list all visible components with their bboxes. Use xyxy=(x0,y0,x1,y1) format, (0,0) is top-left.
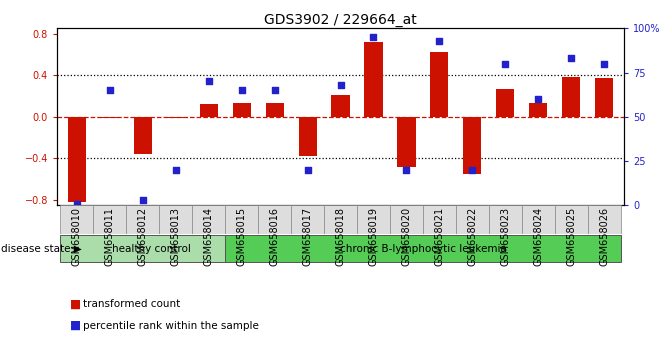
Bar xyxy=(126,205,159,234)
Bar xyxy=(166,117,185,118)
Bar xyxy=(60,205,93,234)
Bar xyxy=(522,205,555,234)
Text: GSM658019: GSM658019 xyxy=(368,207,378,266)
Bar xyxy=(464,117,482,174)
Point xyxy=(236,87,247,93)
Bar xyxy=(291,205,324,234)
Bar xyxy=(258,205,291,234)
Text: GSM658010: GSM658010 xyxy=(72,207,82,266)
Text: GSM658011: GSM658011 xyxy=(105,207,115,266)
Point xyxy=(170,167,181,173)
Text: percentile rank within the sample: percentile rank within the sample xyxy=(83,321,258,331)
Point xyxy=(203,79,214,84)
Text: transformed count: transformed count xyxy=(83,299,180,309)
Bar xyxy=(324,205,357,234)
Text: GSM658024: GSM658024 xyxy=(533,207,544,266)
Bar xyxy=(266,103,284,117)
Text: disease state ▶: disease state ▶ xyxy=(1,244,82,254)
Text: GSM658020: GSM658020 xyxy=(401,207,411,266)
Bar xyxy=(595,78,613,117)
Bar xyxy=(101,117,119,118)
Bar xyxy=(93,205,126,234)
Text: healthy control: healthy control xyxy=(111,244,191,254)
Bar xyxy=(497,89,515,117)
Point xyxy=(71,201,82,206)
Point xyxy=(599,61,610,67)
Bar xyxy=(331,95,350,117)
Bar xyxy=(456,205,489,234)
Bar xyxy=(60,235,225,262)
Bar xyxy=(68,117,86,202)
Point xyxy=(500,61,511,67)
Point xyxy=(269,87,280,93)
Bar xyxy=(192,205,225,234)
Bar xyxy=(299,117,317,156)
Point xyxy=(566,56,576,61)
Bar xyxy=(364,42,382,117)
Bar xyxy=(430,52,448,117)
Text: GSM658018: GSM658018 xyxy=(336,207,346,266)
Text: GSM658022: GSM658022 xyxy=(468,207,477,266)
Point xyxy=(368,34,379,40)
Bar xyxy=(225,205,258,234)
Point xyxy=(138,197,148,203)
Bar xyxy=(489,205,522,234)
Bar xyxy=(555,205,588,234)
Bar xyxy=(159,205,192,234)
Bar xyxy=(529,103,548,117)
Point xyxy=(467,167,478,173)
Text: ■: ■ xyxy=(70,319,82,332)
Point xyxy=(533,96,544,102)
Bar xyxy=(397,117,415,167)
Text: GSM658017: GSM658017 xyxy=(303,207,313,266)
Text: GSM658015: GSM658015 xyxy=(237,207,247,266)
Bar xyxy=(357,205,390,234)
Point xyxy=(434,38,445,44)
Text: GSM658025: GSM658025 xyxy=(566,207,576,266)
Text: GSM658014: GSM658014 xyxy=(204,207,213,266)
Point xyxy=(401,167,412,173)
Bar xyxy=(225,235,621,262)
Text: GSM658023: GSM658023 xyxy=(501,207,511,266)
Text: GSM658012: GSM658012 xyxy=(138,207,148,266)
Bar xyxy=(233,103,251,117)
Bar xyxy=(588,205,621,234)
Title: GDS3902 / 229664_at: GDS3902 / 229664_at xyxy=(264,13,417,27)
Bar xyxy=(134,117,152,154)
Point xyxy=(335,82,346,88)
Bar xyxy=(390,205,423,234)
Point xyxy=(105,87,115,93)
Text: GSM658016: GSM658016 xyxy=(270,207,280,266)
Text: GSM658026: GSM658026 xyxy=(599,207,609,266)
Point xyxy=(302,167,313,173)
Text: ■: ■ xyxy=(70,298,82,311)
Bar xyxy=(199,104,217,117)
Bar xyxy=(562,77,580,117)
Text: GSM658013: GSM658013 xyxy=(170,207,180,266)
Bar xyxy=(423,205,456,234)
Text: GSM658021: GSM658021 xyxy=(434,207,444,266)
Text: chronic B-lymphocytic leukemia: chronic B-lymphocytic leukemia xyxy=(340,244,507,254)
